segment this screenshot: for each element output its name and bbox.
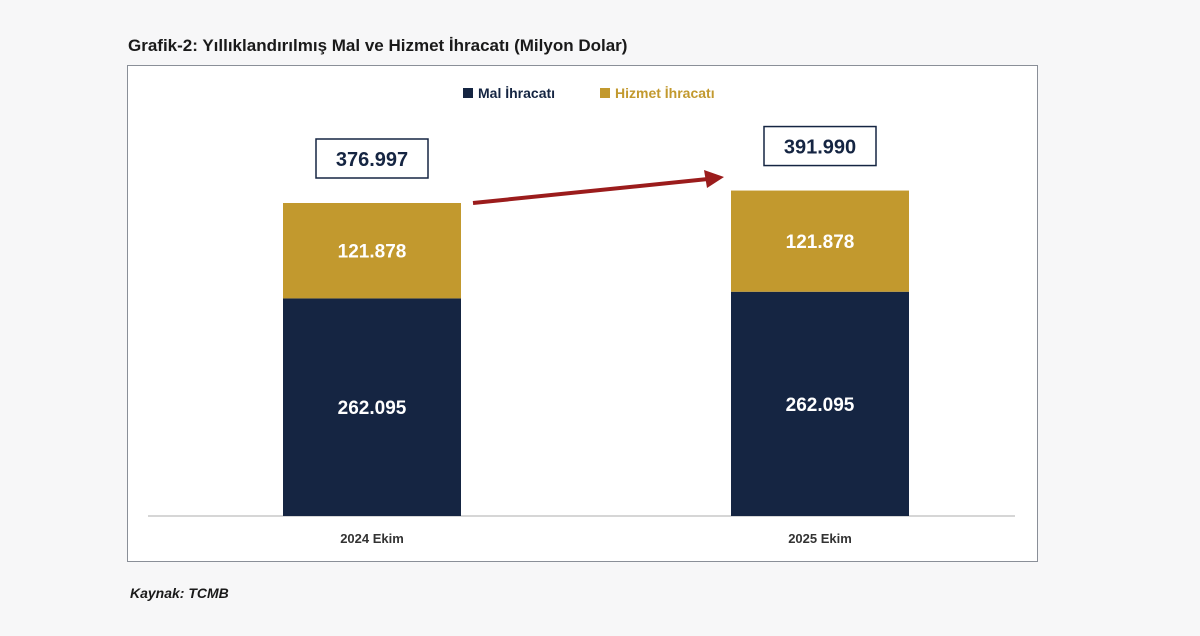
total-label-0: 376.997 <box>336 149 408 171</box>
bar-label-0-1: 121.878 <box>338 242 407 263</box>
bar-0-0 <box>283 298 461 516</box>
x-tick-label-0: 2024 Ekim <box>340 531 404 546</box>
bar-1-1 <box>731 190 909 292</box>
bar-0-1 <box>283 203 461 299</box>
total-box-0 <box>315 138 429 179</box>
legend-label-1: Hizmet İhracatı <box>615 85 715 101</box>
total-box-1 <box>763 125 877 167</box>
x-tick-label-1: 2025 Ekim <box>788 531 852 546</box>
legend-swatch-1 <box>600 88 610 98</box>
chart-title: Grafik-2: Yıllıklandırılmış Mal ve Hizme… <box>128 36 628 55</box>
trend-arrow-head <box>704 170 724 188</box>
legend-label-0: Mal İhracatı <box>478 85 555 101</box>
total-label-1: 391.990 <box>784 137 856 159</box>
bar-label-0-0: 262.095 <box>338 398 407 419</box>
source-note: Kaynak: TCMB <box>130 585 229 601</box>
legend-swatch-0 <box>463 88 473 98</box>
bar-label-1-0: 262.095 <box>786 395 855 416</box>
bar-label-1-1: 121.878 <box>786 232 855 253</box>
bar-1-0 <box>731 291 909 516</box>
trend-arrow-line <box>472 177 709 205</box>
